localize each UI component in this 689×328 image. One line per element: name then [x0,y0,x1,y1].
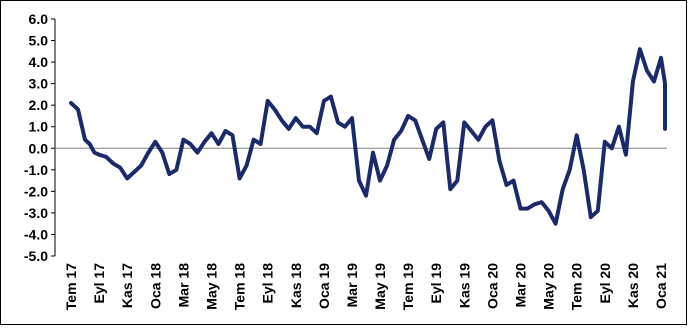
y-tick-label: 3.0 [29,76,49,92]
x-tick-label: May 18 [203,263,219,310]
x-tick-label: Tem 19 [400,263,416,310]
x-tick-label: Tem 17 [63,263,79,310]
y-tick-label: 1.0 [29,119,49,135]
x-tick-label: Kas 17 [119,263,135,308]
y-tick-label: -5.0 [24,248,48,264]
x-tick-label: Eyl 20 [597,263,613,304]
x-tick-label: Eyl 17 [91,263,107,304]
y-tick-label: 2.0 [29,97,49,113]
y-tick-label: 0.0 [29,140,49,156]
x-tick-label: Oca 18 [147,263,163,309]
series-line [69,47,667,226]
y-tick-label: 6.0 [29,11,49,27]
y-tick-label: 4.0 [29,54,49,70]
x-tick-label: Eyl 18 [260,263,276,304]
x-tick-label: Mar 19 [344,263,360,308]
x-tick-label: May 19 [372,263,388,310]
x-tick-label: May 20 [541,263,557,310]
x-tick-label: Kas 20 [625,263,641,308]
y-tick-label: 5.0 [29,33,49,49]
y-tick-label: -2.0 [24,183,48,199]
y-tick-label: -4.0 [24,226,48,242]
x-tick-label: Tem 18 [232,263,248,310]
x-tick-label: Mar 18 [175,263,191,308]
x-tick-label: Oca 21 [653,263,669,309]
x-tick-label: Oca 19 [316,263,332,309]
x-tick-label: Mar 20 [513,263,529,308]
y-tick-label: -1.0 [24,162,48,178]
x-tick-label: Eyl 19 [428,263,444,304]
x-tick-label: Kas 18 [288,263,304,308]
x-tick-label: Tem 20 [569,263,585,310]
x-tick-label: Kas 19 [456,263,472,308]
x-tick-label: Oca 20 [484,263,500,309]
y-tick-label: -3.0 [24,205,48,221]
